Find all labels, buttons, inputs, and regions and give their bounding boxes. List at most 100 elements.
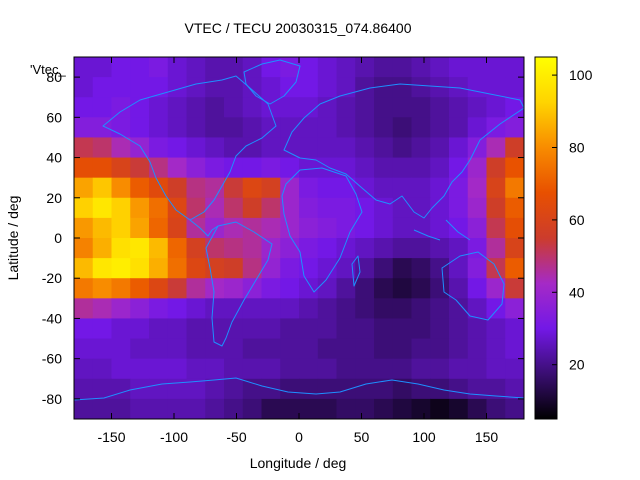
heatmap-cell xyxy=(467,77,488,98)
heatmap-cell xyxy=(224,298,244,320)
heatmap-cell xyxy=(430,318,450,340)
heatmap-cell xyxy=(186,137,206,159)
heatmap-cell xyxy=(186,157,206,179)
y-tick-label: 20 xyxy=(46,190,62,206)
north-america-coastline xyxy=(102,75,277,221)
heatmap-cell xyxy=(449,157,469,179)
heatmap-cell xyxy=(92,378,113,400)
heatmap-cell xyxy=(92,258,113,279)
antarctica-coastline xyxy=(74,377,524,401)
heatmap-cell xyxy=(486,137,506,159)
heatmap-cell xyxy=(149,197,169,219)
heatmap-cell xyxy=(186,197,206,219)
southeast-asia-islands-coastline xyxy=(413,219,471,241)
heatmap-cell xyxy=(449,398,469,419)
heatmap-cell xyxy=(467,278,488,299)
heatmap-cell xyxy=(205,177,225,199)
heatmap-cell xyxy=(205,338,225,360)
heatmap-cell xyxy=(242,298,263,320)
heatmap-cell xyxy=(205,157,225,179)
heatmap-cell xyxy=(92,57,113,78)
heatmap-cell xyxy=(242,157,263,179)
heatmap-cell xyxy=(355,298,375,320)
x-tick-label: 0 xyxy=(295,429,303,445)
heatmap-cell xyxy=(374,137,394,159)
heatmap-cell xyxy=(505,258,524,279)
heatmap-cell xyxy=(467,197,488,219)
heatmap-cell xyxy=(430,398,450,419)
heatmap-cell xyxy=(280,77,300,98)
heatmap-cell xyxy=(186,278,206,299)
heatmap-cell xyxy=(261,157,281,179)
heatmap-cell xyxy=(392,338,413,360)
heatmap-cell xyxy=(149,318,169,340)
heatmap-cell xyxy=(74,278,94,299)
y-tick-label: 60 xyxy=(46,109,62,125)
heatmap-cell xyxy=(505,97,524,118)
heatmap-cell xyxy=(92,358,113,380)
heatmap-cell xyxy=(186,358,206,380)
heatmap-cell xyxy=(299,238,319,259)
heatmap-cell xyxy=(242,258,263,279)
heatmap-cell xyxy=(242,97,263,118)
heatmap-cell xyxy=(280,197,300,219)
heatmap-cell xyxy=(111,77,131,98)
heatmap-cell xyxy=(186,378,206,400)
heatmap-cell xyxy=(430,97,450,118)
heatmap-cell xyxy=(317,197,338,219)
heatmap-cell xyxy=(224,137,244,159)
heatmap-cell xyxy=(505,117,524,139)
heatmap-cell xyxy=(111,238,131,259)
heatmap-cell xyxy=(430,338,450,360)
heatmap-cell xyxy=(336,197,356,219)
heatmap-cell xyxy=(111,298,131,320)
heatmap-cell xyxy=(186,398,206,419)
heatmap-cell xyxy=(505,197,524,219)
heatmap-cell xyxy=(336,278,356,299)
heatmap-cell xyxy=(336,57,356,78)
heatmap-cell xyxy=(74,97,94,118)
heatmap-cell xyxy=(205,238,225,259)
heatmap-cell xyxy=(205,378,225,400)
heatmap-cell xyxy=(242,378,263,400)
heatmap-cell xyxy=(317,338,338,360)
heatmap-cell xyxy=(92,238,113,259)
heatmap-cell xyxy=(261,318,281,340)
heatmap-cell xyxy=(92,298,113,320)
heatmap-cell xyxy=(449,258,469,279)
heatmap-cell xyxy=(186,338,206,360)
heatmap-cell xyxy=(261,177,281,199)
heatmap-cell xyxy=(130,338,150,360)
heatmap-cell xyxy=(149,217,169,239)
heatmap-cell xyxy=(299,97,319,118)
heatmap-cell xyxy=(467,117,488,139)
heatmap-cell xyxy=(411,358,431,380)
heatmap-cell xyxy=(242,358,263,380)
heatmap-cell xyxy=(242,338,263,360)
heatmap-cell xyxy=(486,77,506,98)
heatmap-cell xyxy=(74,177,94,199)
heatmap-cell xyxy=(411,117,431,139)
heatmap-cell xyxy=(486,217,506,239)
heatmap-cell xyxy=(186,97,206,118)
heatmap-cell xyxy=(130,398,150,419)
heatmap-cell xyxy=(336,177,356,199)
heatmap-cell xyxy=(74,358,94,380)
heatmap-cell xyxy=(392,318,413,340)
heatmap-cell xyxy=(74,57,94,78)
heatmap-cell xyxy=(467,258,488,279)
heatmap-cell xyxy=(449,338,469,360)
heatmap-cell xyxy=(449,137,469,159)
heatmap-cell xyxy=(224,318,244,340)
heatmap-cell xyxy=(430,117,450,139)
heatmap-cell xyxy=(74,217,94,239)
heatmap-cell xyxy=(224,238,244,259)
heatmap-cell xyxy=(280,217,300,239)
heatmap-cell xyxy=(374,77,394,98)
heatmap-cell xyxy=(411,298,431,320)
heatmap-cell xyxy=(411,378,431,400)
heatmap-cell xyxy=(186,318,206,340)
heatmap-cell xyxy=(317,137,338,159)
heatmap-cell xyxy=(355,97,375,118)
heatmap-cells xyxy=(74,57,524,419)
